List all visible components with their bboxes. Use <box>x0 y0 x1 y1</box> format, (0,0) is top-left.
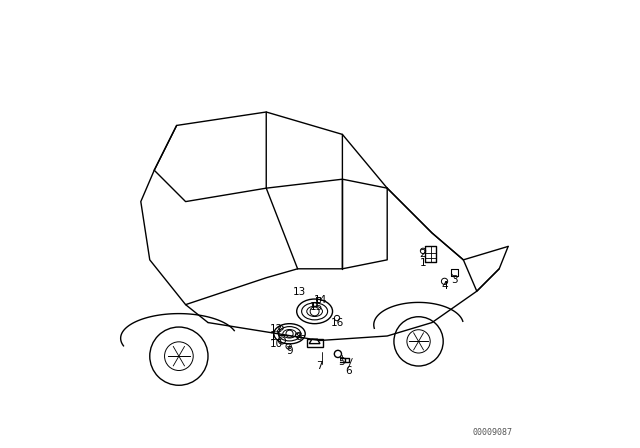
Text: 16: 16 <box>332 319 344 328</box>
Text: 9: 9 <box>287 346 293 356</box>
Circle shape <box>286 330 293 337</box>
Text: 2: 2 <box>420 250 426 259</box>
Text: 15: 15 <box>310 302 323 312</box>
Text: 13: 13 <box>293 287 307 297</box>
Text: 11: 11 <box>270 332 283 342</box>
Text: 6: 6 <box>345 366 351 376</box>
Text: 12: 12 <box>270 324 283 334</box>
Text: 8: 8 <box>295 332 302 342</box>
Text: 3: 3 <box>451 275 458 285</box>
Text: 10: 10 <box>270 339 283 349</box>
Text: 7: 7 <box>316 361 323 371</box>
Text: 1: 1 <box>420 258 426 268</box>
Text: 00009087: 00009087 <box>473 428 513 437</box>
Text: 14: 14 <box>314 295 326 305</box>
Text: 4: 4 <box>441 281 448 291</box>
Circle shape <box>310 307 319 316</box>
Text: 5: 5 <box>338 357 345 367</box>
